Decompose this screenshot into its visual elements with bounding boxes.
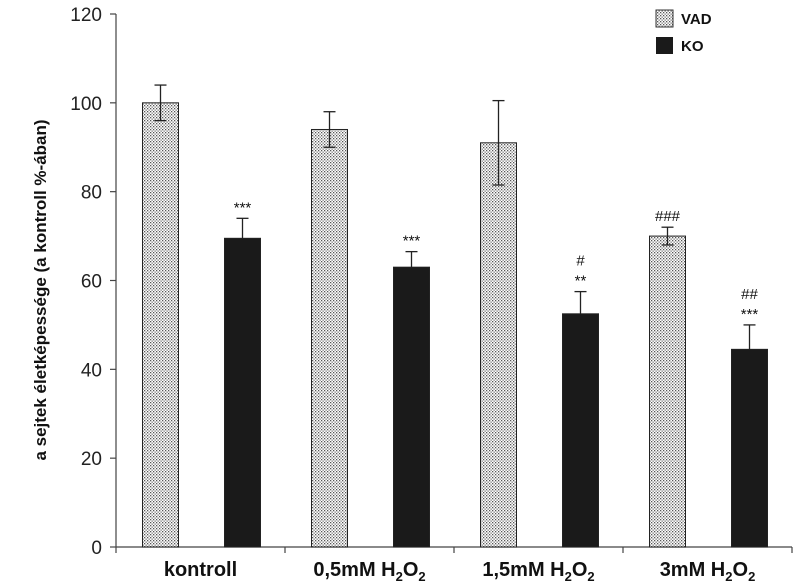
y-tick-label: 20 — [81, 449, 102, 470]
significance-annotation: ### — [655, 208, 681, 225]
y-tick-label: 80 — [81, 183, 102, 204]
x-category-label: 0,5mM H2O2 — [313, 559, 425, 584]
y-tick-label: 0 — [91, 538, 102, 559]
y-tick-label: 100 — [70, 94, 102, 115]
bar-ko — [224, 237, 261, 548]
legend-label-ko: KO — [681, 38, 704, 55]
significance-annotation: *** — [234, 199, 252, 216]
bar-vad — [142, 102, 179, 548]
significance-annotation: ## — [741, 286, 758, 303]
bar-vad — [649, 235, 686, 548]
y-tick-label: 120 — [70, 5, 102, 26]
legend-label-vad: VAD — [681, 11, 712, 28]
bar-ko — [731, 348, 768, 548]
significance-annotation: ** — [575, 273, 587, 290]
y-tick-label: 40 — [81, 360, 102, 381]
legend: VAD KO — [655, 9, 712, 55]
y-axis-label: a sejtek életképessége (a kontroll %-ába… — [31, 119, 50, 460]
y-tick-label: 60 — [81, 272, 102, 293]
bar-ko — [562, 313, 599, 548]
legend-swatch-ko — [656, 37, 673, 54]
significance-annotation: # — [576, 253, 585, 270]
plot-area: 020406080100120###********#***##kontroll… — [70, 5, 793, 584]
x-category-label: kontroll — [164, 559, 237, 581]
significance-annotation: *** — [741, 306, 759, 323]
significance-annotation: *** — [403, 233, 421, 250]
x-category-label: 3mM H2O2 — [660, 559, 756, 584]
legend-swatch-vad — [655, 9, 674, 28]
bar-vad — [311, 128, 348, 548]
bar-vad — [480, 142, 517, 548]
bar-ko — [393, 266, 430, 548]
x-category-label: 1,5mM H2O2 — [482, 559, 594, 584]
